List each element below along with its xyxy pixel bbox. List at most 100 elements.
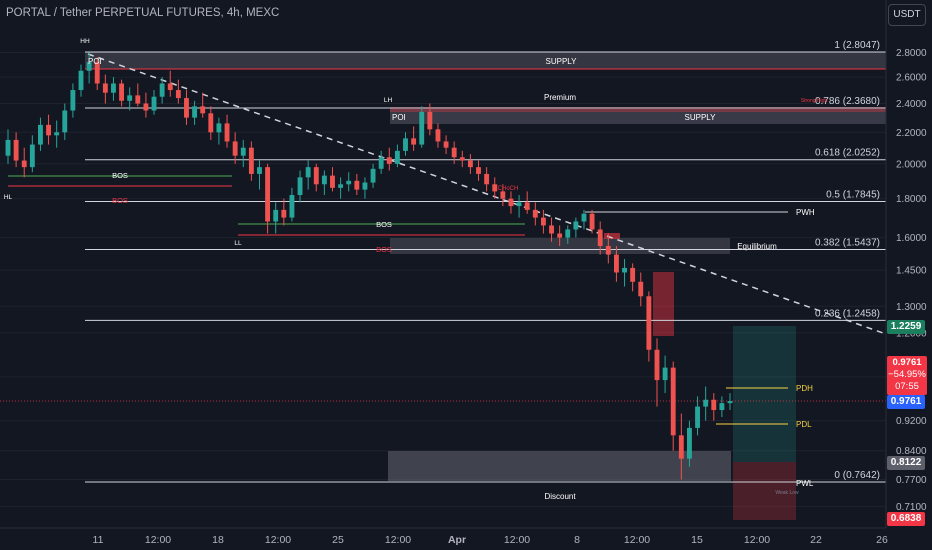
candle-body-11 <box>94 62 100 84</box>
fib-label-2: 0.618 (2.0252) <box>815 148 880 159</box>
bar-countdown: 07:55 <box>895 381 919 392</box>
candle-body-45 <box>370 168 376 183</box>
candle-body-62 <box>508 198 514 207</box>
equilibrium-zone <box>390 238 730 254</box>
candle-body-25 <box>208 113 214 133</box>
price-tag-green: 1.2259 <box>887 320 925 334</box>
candle-body-81 <box>662 367 668 381</box>
fib-levels-layer: 1 (2.8047) 0.786 (2.3680) 0.618 (2.0252) 0.… <box>85 40 886 483</box>
quote-currency-button[interactable]: USDT <box>888 4 926 26</box>
red-ob-2 <box>604 233 620 239</box>
candle-body-7 <box>62 110 68 133</box>
annotation-pwh: PWH <box>796 208 815 217</box>
candles-layer <box>5 52 733 480</box>
annotation-hh: HH <box>80 38 90 45</box>
y-tick-0: 2.8000 <box>896 48 927 59</box>
annotation-bos-2: BOS <box>376 220 392 229</box>
candle-body-34 <box>281 209 287 218</box>
y-tick-2: 2.4000 <box>896 99 927 110</box>
candle-body-36 <box>297 177 303 196</box>
price-tag-red: 0.6838 <box>887 512 925 526</box>
fib-label-6: 0 (0.7642) <box>834 470 880 481</box>
annotation-pwl: PWL <box>796 479 814 488</box>
candle-body-4 <box>38 124 43 145</box>
candle-body-38 <box>313 167 319 185</box>
candle-body-71 <box>581 213 587 222</box>
x-tick-1: 12:00 <box>145 534 171 546</box>
candle-body-89 <box>727 401 733 404</box>
candle-body-52 <box>427 111 433 130</box>
y-tick-8: 1.3000 <box>896 302 927 313</box>
candle-body-44 <box>362 182 368 190</box>
candle-body-58 <box>476 167 481 174</box>
candle-body-28 <box>232 141 238 156</box>
candle-body-15 <box>127 95 133 101</box>
candle-body-21 <box>175 90 181 99</box>
y-tick-5: 1.8000 <box>896 194 927 205</box>
x-tick-10: 15 <box>691 534 703 546</box>
price-change: −54.95% <box>888 369 926 380</box>
candle-body-40 <box>330 175 335 188</box>
candle-body-78 <box>638 281 644 297</box>
candle-body-6 <box>54 132 60 136</box>
candle-body-74 <box>605 245 611 255</box>
candle-body-14 <box>119 83 125 101</box>
candle-body-35 <box>289 195 295 218</box>
candle-body-41 <box>338 184 344 188</box>
candle-body-82 <box>670 367 676 436</box>
candle-body-67 <box>549 225 554 234</box>
supply-zone-mid <box>390 109 886 124</box>
candle-body-56 <box>459 157 465 161</box>
time-axis[interactable]: 11 12:00 18 12:00 25 12:00 Apr 12:00 8 12:00 15 12:… <box>93 534 888 546</box>
annotation-poi-2: POI <box>392 113 406 122</box>
candle-body-9 <box>78 70 84 91</box>
fib-label-0: 1 (2.8047) <box>834 40 880 51</box>
annotation-pdl: PDL <box>796 420 812 429</box>
stop-zone <box>733 462 796 520</box>
candle-body-47 <box>386 157 392 164</box>
candle-body-68 <box>557 233 563 238</box>
red-ob-1 <box>653 272 674 336</box>
fib-label-5: 0.236 (1.2458) <box>815 308 880 319</box>
price-tag-blue: 0.9761 <box>887 395 925 409</box>
last-price: 0.9761 <box>892 357 922 368</box>
fib-label-1: 0.786 (2.3680) <box>815 96 880 107</box>
annotation-bos-red-1: BOS <box>112 196 128 205</box>
candle-body-13 <box>111 83 116 93</box>
candle-body-79 <box>646 296 652 350</box>
structure-layer <box>0 53 887 425</box>
candle-body-26 <box>216 123 222 133</box>
candle-body-55 <box>451 147 457 158</box>
candle-body-70 <box>573 221 579 230</box>
y-tick-7: 1.4500 <box>896 266 927 277</box>
y-tick-1: 2.6000 <box>896 73 927 84</box>
x-tick-6: Apr <box>448 534 466 546</box>
x-tick-2: 18 <box>212 534 224 546</box>
x-tick-9: 12:00 <box>624 534 650 546</box>
candle-body-27 <box>224 123 230 142</box>
candle-body-43 <box>354 180 360 190</box>
chart-title: PORTAL / Tether PERPETUAL FUTURES, 4h, M… <box>6 7 280 19</box>
candle-body-3 <box>29 144 35 168</box>
annotation-bos-red-2: BOS <box>376 245 392 254</box>
candle-body-22 <box>184 98 189 118</box>
x-tick-4: 25 <box>332 534 344 546</box>
candle-body-12 <box>102 83 108 93</box>
x-tick-12: 22 <box>810 534 822 546</box>
candle-body-29 <box>240 147 246 156</box>
annotation-premium: Premium <box>544 93 576 102</box>
candle-body-75 <box>613 254 619 273</box>
candle-body-48 <box>394 150 400 164</box>
candle-body-85 <box>695 406 700 428</box>
candle-body-51 <box>419 111 425 145</box>
x-tick-7: 12:00 <box>504 534 530 546</box>
annotation-lh: LH <box>384 97 393 104</box>
candle-body-57 <box>467 160 473 168</box>
candle-body-19 <box>159 83 165 97</box>
annotation-pdh: PDH <box>796 384 813 393</box>
annotation-discount: Discount <box>544 492 576 501</box>
candle-body-30 <box>248 147 254 174</box>
candle-body-0 <box>5 139 11 156</box>
x-tick-8: 8 <box>574 534 580 546</box>
